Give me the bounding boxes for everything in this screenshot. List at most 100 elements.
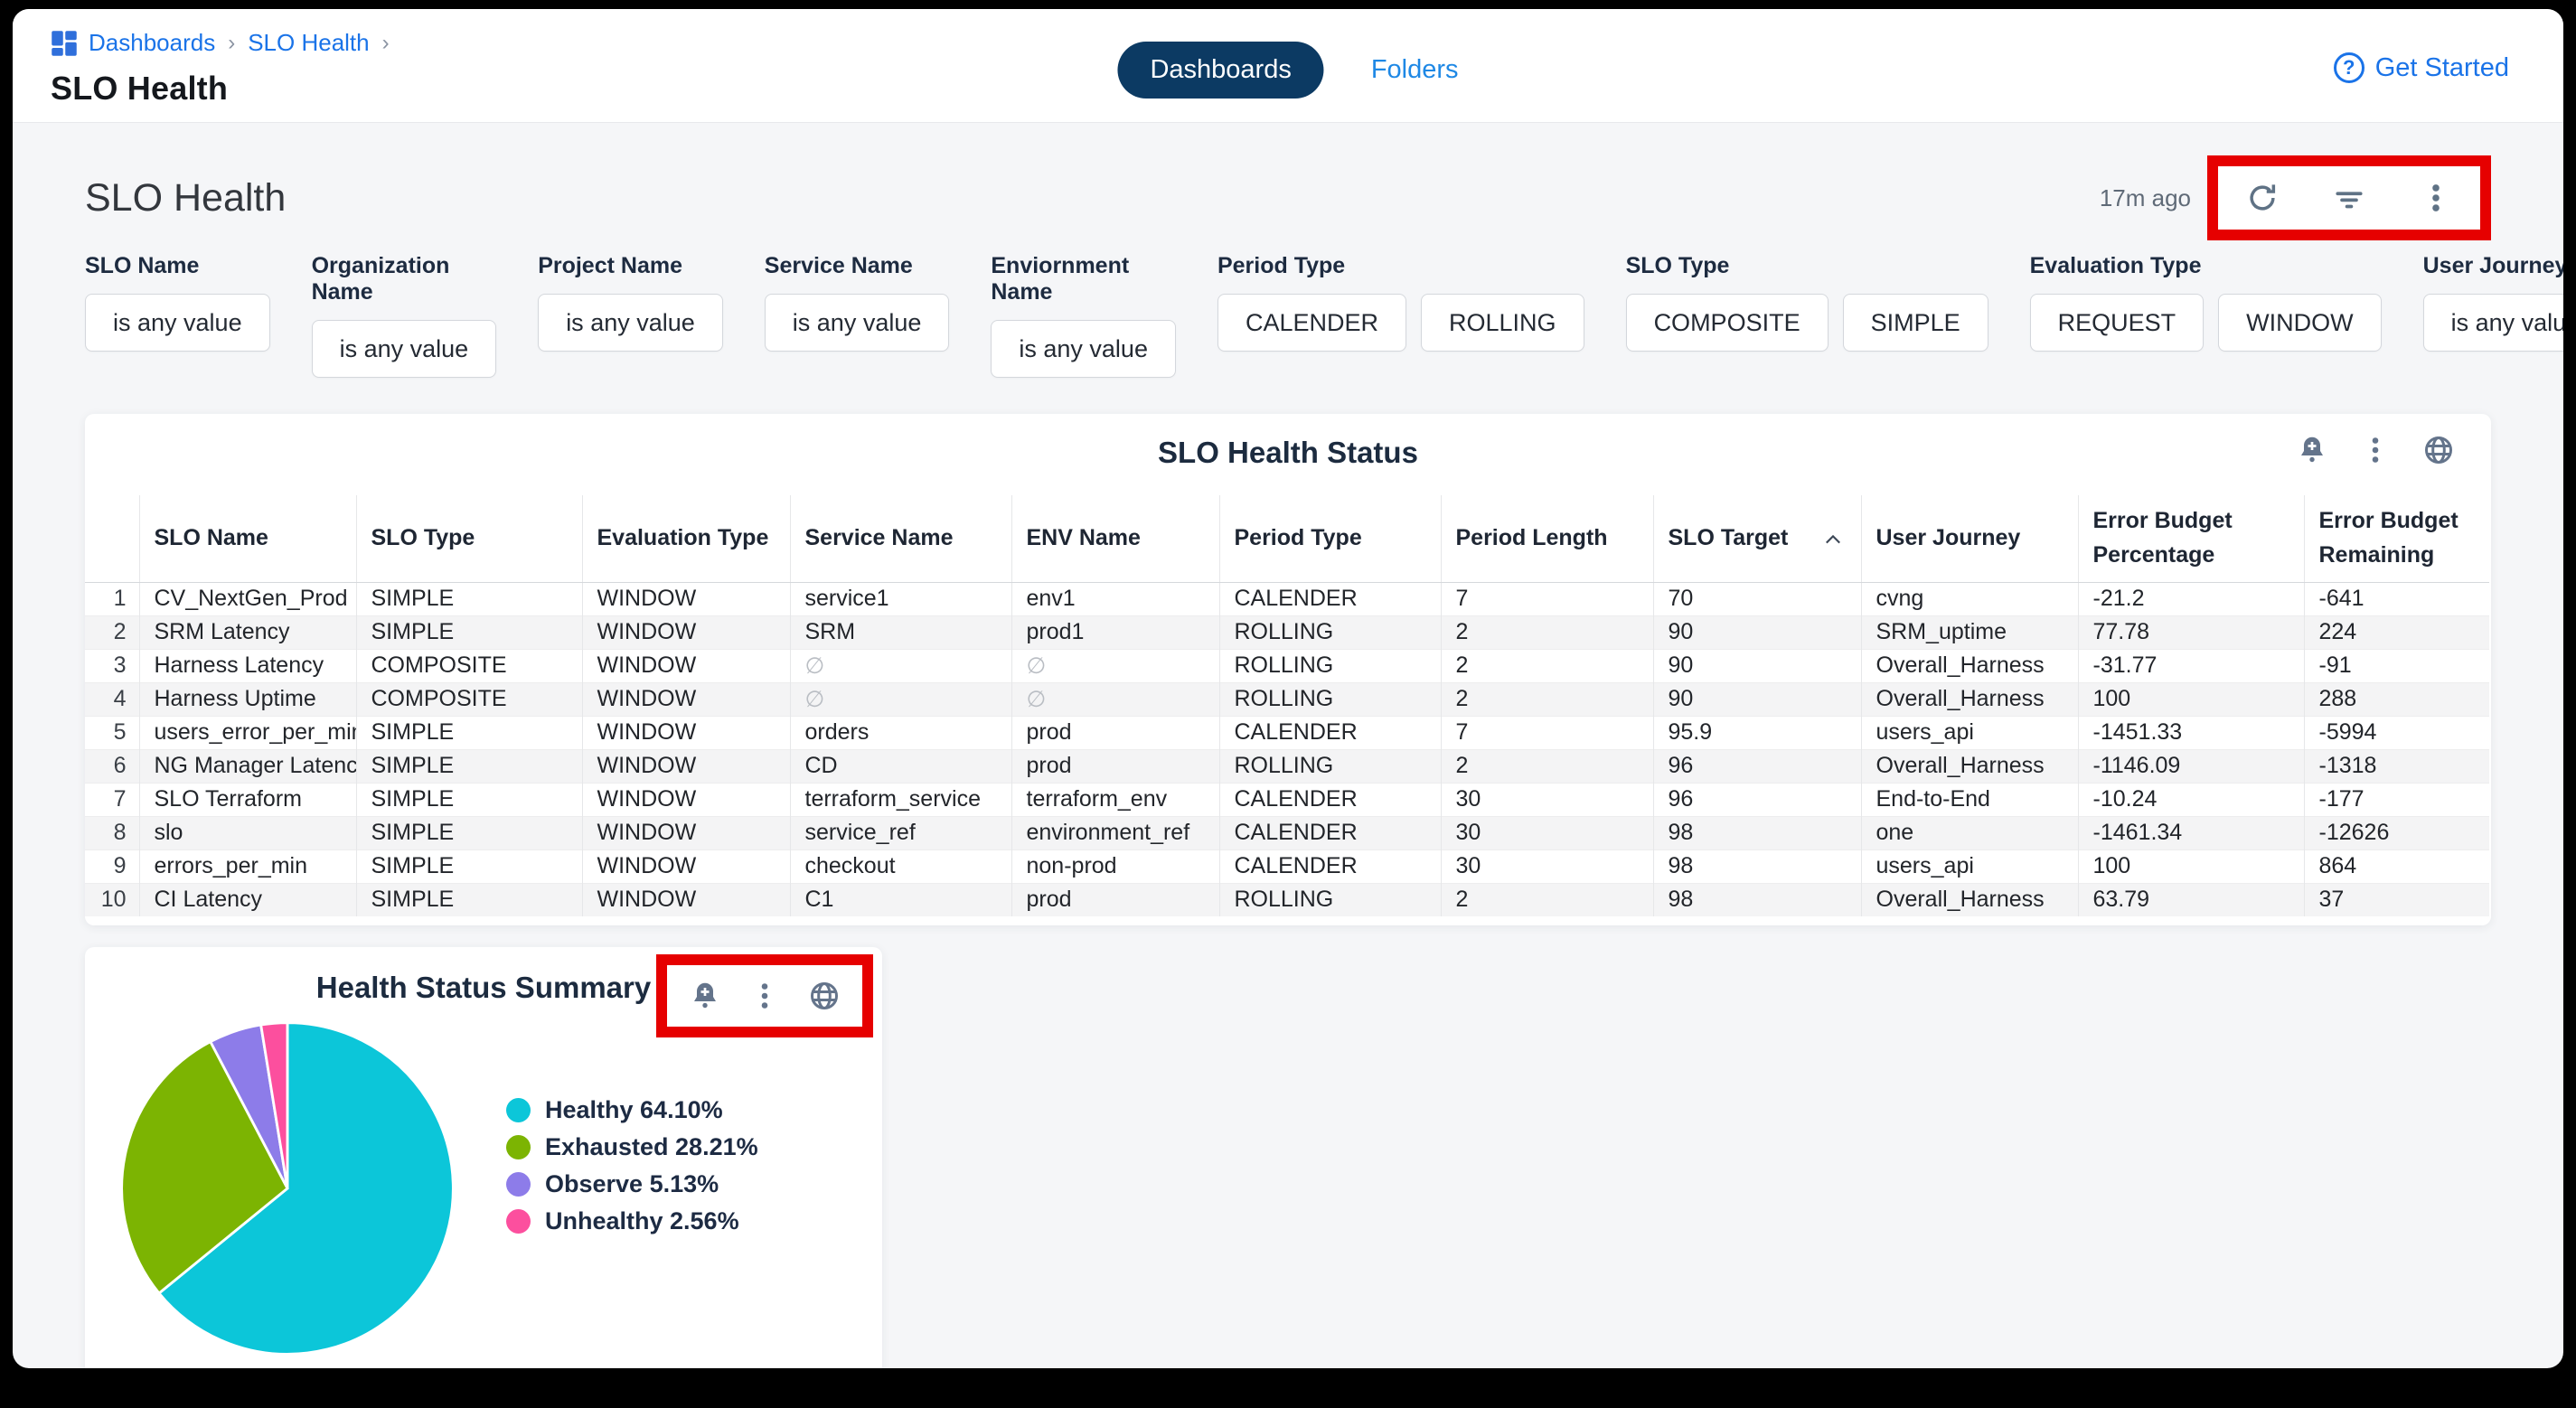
column-header[interactable]: Error Budget Percentage (2077, 495, 2304, 583)
table-cell: 2 (1440, 648, 1653, 682)
filter-button[interactable]: ROLLING (1421, 294, 1584, 352)
table-row: 8 slo SIMPLE WINDOW service_ref environment_r… (85, 815, 2489, 849)
breadcrumb-slo-health-link[interactable]: SLO Health (248, 29, 370, 56)
table-cell: 98 (1652, 882, 1861, 916)
table-cell: 30 (1440, 782, 1653, 816)
kebab-menu-icon[interactable] (2419, 181, 2453, 215)
globe-icon[interactable] (2422, 434, 2455, 466)
breadcrumb-dashboards-link[interactable]: Dashboards (89, 29, 216, 56)
table-cell: 95.9 (1652, 715, 1861, 749)
table-cell: CALENDER (1218, 849, 1441, 883)
filter-label: Organization Name (311, 253, 450, 305)
globe-icon[interactable] (808, 980, 841, 1012)
table-cell: SRM_uptime (1860, 615, 2078, 649)
get-started-link[interactable]: ? Get Started (2333, 52, 2509, 83)
column-header[interactable]: SLO Name (138, 495, 356, 583)
table-cell: terraform_env (1011, 782, 1219, 816)
table-cell: users_error_per_min (138, 715, 356, 749)
filter-button[interactable]: is any value (764, 294, 950, 352)
row-number: 1 (85, 581, 139, 615)
column-header[interactable]: ENV Name (1011, 495, 1219, 583)
column-header[interactable]: Error Budget Remaining (2303, 495, 2489, 583)
filter-label: Evaluation Type (2029, 253, 2202, 278)
legend-label: Unhealthy 2.56% (545, 1207, 739, 1234)
tile-title-slo-health-status: SLO Health Status (1158, 436, 1418, 469)
table-cell: COMPOSITE (355, 681, 582, 716)
filter-button[interactable]: is any value (538, 294, 723, 352)
row-number: 9 (85, 849, 139, 883)
filter-button[interactable]: COMPOSITE (1625, 294, 1829, 352)
table-cell: service1 (789, 581, 1011, 615)
table-cell: SIMPLE (355, 782, 582, 816)
table-cell: -31.77 (2077, 648, 2304, 682)
table-cell: 98 (1652, 815, 1861, 849)
kebab-menu-icon[interactable] (748, 980, 781, 1012)
row-number: 6 (85, 748, 139, 783)
filter-button[interactable]: is any value (2422, 294, 2563, 352)
table-cell: -1318 (2303, 748, 2489, 783)
filter-group: Organization Name is any value (311, 253, 497, 378)
table-row: 9 errors_per_min SIMPLE WINDOW checkout non-p… (85, 849, 2489, 883)
table-cell: SIMPLE (355, 615, 582, 649)
health-status-summary-tile: Health Status Summary (85, 947, 882, 1368)
column-header[interactable]: User Journey (1860, 495, 2078, 583)
table-cell: WINDOW (581, 882, 790, 916)
table-cell: 100 (2077, 849, 2304, 883)
table-cell: 2 (1440, 882, 1653, 916)
tab-folders[interactable]: Folders (1370, 55, 1459, 84)
kebab-menu-icon[interactable] (2359, 434, 2392, 466)
filter-button[interactable]: is any value (85, 294, 270, 352)
column-header[interactable]: Service Name (789, 495, 1011, 583)
table-cell: C1 (789, 882, 1011, 916)
pie-legend: Healthy 64.10% Exhausted 28.21% Observe 5.… (506, 1096, 758, 1244)
legend-label: Healthy 64.10% (545, 1096, 723, 1123)
table-cell: 90 (1652, 681, 1861, 716)
filter-button[interactable]: is any value (311, 320, 497, 378)
filter-label: Project Name (538, 253, 682, 278)
table-row: 6 NG Manager Latency SIMPLE WINDOW CD prod ROL… (85, 748, 2489, 783)
tab-dashboards[interactable]: Dashboards (1117, 42, 1324, 99)
bell-plus-icon[interactable] (2296, 434, 2328, 466)
column-header[interactable]: Period Length (1440, 495, 1653, 583)
table-cell: ROLLING (1218, 615, 1441, 649)
row-number: 8 (85, 815, 139, 849)
table-cell: prod (1011, 715, 1219, 749)
filter-group: SLO Type COMPOSITE SIMPLE (1625, 253, 1988, 378)
table-cell: Overall_Harness (1860, 882, 2078, 916)
bell-plus-icon[interactable] (689, 980, 721, 1012)
table-row: 1 CV_NextGen_Prod SIMPLE WINDOW service1 env1… (85, 581, 2489, 615)
get-started-label: Get Started (2374, 52, 2509, 82)
dashboard-content: SLO Health 17m ago (13, 155, 2563, 1368)
table-cell: COMPOSITE (355, 648, 582, 682)
table-cell: -10.24 (2077, 782, 2304, 816)
refresh-icon[interactable] (2245, 181, 2280, 215)
filter-button[interactable]: is any value (991, 320, 1176, 378)
filter-button[interactable]: REQUEST (2029, 294, 2205, 352)
table-cell: checkout (789, 849, 1011, 883)
table-cell: ∅ (789, 648, 1011, 682)
column-header[interactable]: Period Type (1218, 495, 1441, 583)
column-header[interactable]: SLO Target (1652, 495, 1861, 583)
filter-button[interactable]: CALENDER (1217, 294, 1407, 352)
column-header[interactable]: SLO Type (355, 495, 582, 583)
column-header[interactable]: Evaluation Type (581, 495, 790, 583)
legend-dot-icon (506, 1135, 531, 1159)
pie-slice-healthy (156, 1021, 455, 1356)
table-cell: ∅ (1011, 681, 1219, 716)
filter-icon[interactable] (2332, 181, 2366, 215)
legend-item: Healthy 64.10% (506, 1096, 758, 1124)
table-cell: 90 (1652, 648, 1861, 682)
legend-label: Observe 5.13% (545, 1170, 719, 1197)
filter-button[interactable]: WINDOW (2218, 294, 2382, 352)
table-cell: Overall_Harness (1860, 681, 2078, 716)
table-row: 7 SLO Terraform SIMPLE WINDOW terraform_serv… (85, 782, 2489, 816)
table-cell: CALENDER (1218, 581, 1441, 615)
filter-button[interactable]: SIMPLE (1842, 294, 1988, 352)
dashboards-grid-icon (51, 30, 78, 57)
table-cell: Overall_Harness (1860, 748, 2078, 783)
legend-dot-icon (506, 1098, 531, 1122)
table-cell: Harness Uptime (138, 681, 356, 716)
table-cell: -1461.34 (2077, 815, 2304, 849)
table-cell: 30 (1440, 849, 1653, 883)
breadcrumb: Dashboards › SLO Health › (51, 29, 391, 57)
